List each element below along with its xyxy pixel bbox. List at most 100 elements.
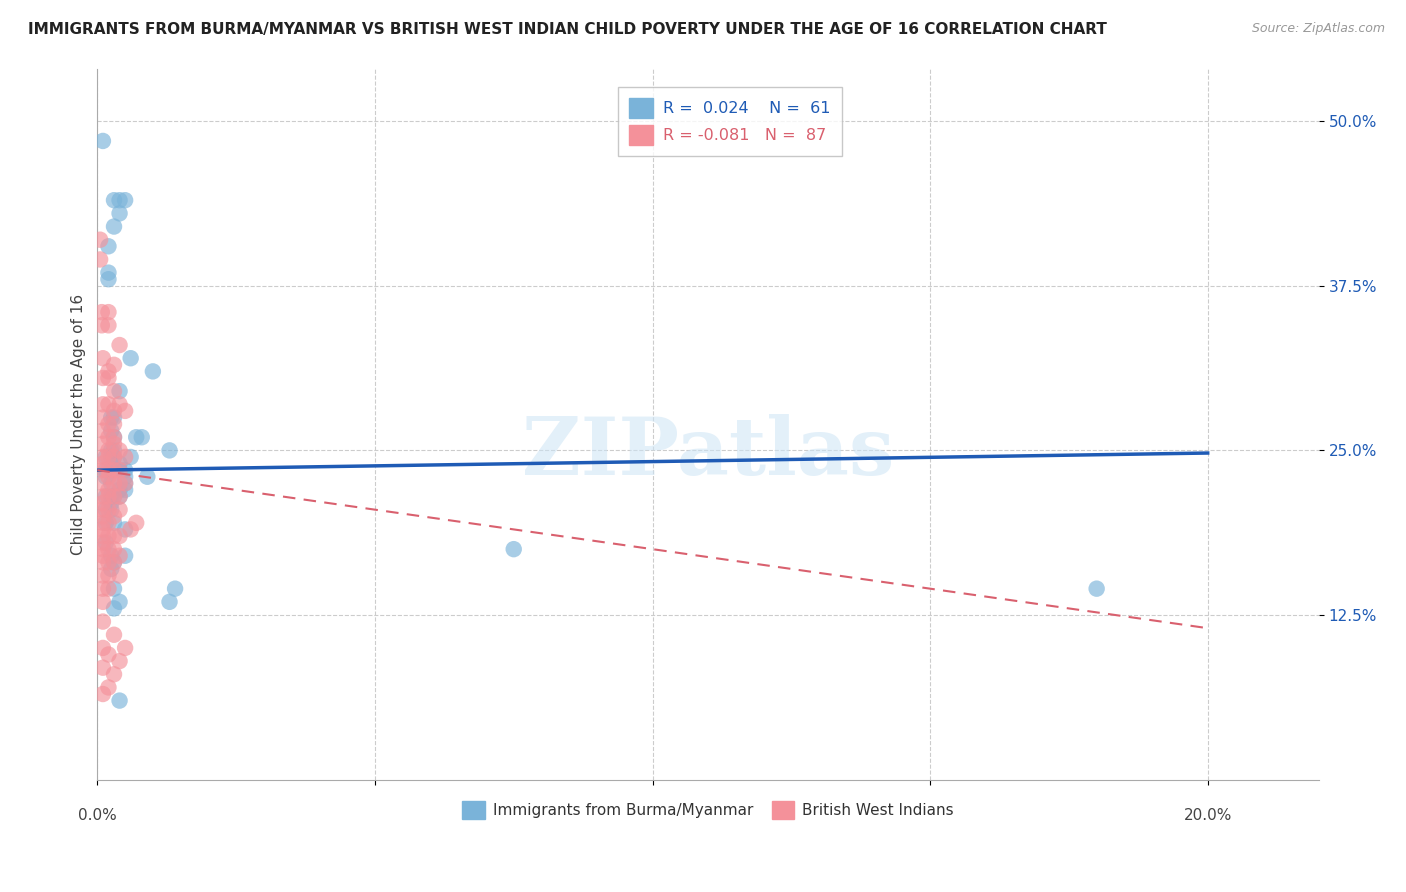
Point xyxy=(103,555,125,569)
Point xyxy=(91,463,114,477)
Point xyxy=(103,516,125,530)
Point xyxy=(131,430,153,444)
Point xyxy=(97,371,120,385)
Point xyxy=(100,502,122,516)
Point xyxy=(103,437,125,451)
Point xyxy=(114,640,136,655)
Point xyxy=(108,463,131,477)
Point xyxy=(103,193,125,207)
Point xyxy=(108,443,131,458)
Point xyxy=(142,364,165,378)
Point xyxy=(103,542,125,557)
Point xyxy=(1085,582,1108,596)
Point xyxy=(97,542,120,557)
Point xyxy=(108,693,131,707)
Point xyxy=(91,687,114,701)
Point xyxy=(103,450,125,464)
Point xyxy=(108,490,131,504)
Point xyxy=(97,417,120,431)
Point xyxy=(103,410,125,425)
Point xyxy=(91,549,114,563)
Point xyxy=(91,476,114,491)
Point xyxy=(108,654,131,668)
Point xyxy=(97,364,120,378)
Point xyxy=(103,490,125,504)
Point xyxy=(114,476,136,491)
Point xyxy=(100,450,122,464)
Point xyxy=(91,542,114,557)
Point xyxy=(103,430,125,444)
Text: IMMIGRANTS FROM BURMA/MYANMAR VS BRITISH WEST INDIAN CHILD POVERTY UNDER THE AGE: IMMIGRANTS FROM BURMA/MYANMAR VS BRITISH… xyxy=(28,22,1107,37)
Point xyxy=(103,417,125,431)
Point xyxy=(94,463,117,477)
Point xyxy=(91,437,114,451)
Y-axis label: Child Poverty Under the Age of 16: Child Poverty Under the Age of 16 xyxy=(72,293,86,555)
Point xyxy=(91,595,114,609)
Point xyxy=(103,463,125,477)
Point xyxy=(103,529,125,543)
Point xyxy=(114,469,136,483)
Point xyxy=(100,443,122,458)
Point xyxy=(100,410,122,425)
Point xyxy=(100,424,122,438)
Point xyxy=(103,219,125,234)
Point xyxy=(103,476,125,491)
Point xyxy=(91,582,114,596)
Point xyxy=(114,463,136,477)
Point xyxy=(100,496,122,510)
Point xyxy=(91,555,114,569)
Point xyxy=(97,568,120,582)
Point xyxy=(103,443,125,458)
Legend: Immigrants from Burma/Myanmar, British West Indians: Immigrants from Burma/Myanmar, British W… xyxy=(456,795,960,825)
Point xyxy=(108,502,131,516)
Point xyxy=(100,476,122,491)
Point xyxy=(94,450,117,464)
Point xyxy=(108,193,131,207)
Point xyxy=(91,371,114,385)
Point xyxy=(103,490,125,504)
Point xyxy=(103,358,125,372)
Point xyxy=(91,502,114,516)
Point xyxy=(108,490,131,504)
Point xyxy=(97,490,120,504)
Point xyxy=(97,469,120,483)
Point xyxy=(125,516,148,530)
Point xyxy=(103,384,125,399)
Point xyxy=(91,490,114,504)
Point xyxy=(100,562,122,576)
Point xyxy=(91,661,114,675)
Point xyxy=(103,555,125,569)
Point xyxy=(90,318,112,333)
Text: 0.0%: 0.0% xyxy=(77,808,117,823)
Point xyxy=(103,404,125,418)
Point xyxy=(120,523,142,537)
Point xyxy=(97,681,120,695)
Point xyxy=(120,351,142,366)
Point xyxy=(100,549,122,563)
Point xyxy=(114,450,136,464)
Point xyxy=(97,463,120,477)
Point xyxy=(108,568,131,582)
Point xyxy=(108,338,131,352)
Point xyxy=(100,463,122,477)
Point xyxy=(97,648,120,662)
Point xyxy=(103,463,125,477)
Point xyxy=(114,476,136,491)
Point xyxy=(125,430,148,444)
Point xyxy=(108,457,131,471)
Point xyxy=(97,305,120,319)
Point xyxy=(97,502,120,516)
Point xyxy=(94,516,117,530)
Point xyxy=(91,529,114,543)
Point xyxy=(94,502,117,516)
Point xyxy=(165,582,187,596)
Point xyxy=(108,384,131,399)
Point xyxy=(97,582,120,596)
Point xyxy=(108,463,131,477)
Point xyxy=(97,430,120,444)
Point xyxy=(159,595,181,609)
Point xyxy=(103,628,125,642)
Point xyxy=(94,469,117,483)
Point xyxy=(91,134,114,148)
Point xyxy=(108,206,131,220)
